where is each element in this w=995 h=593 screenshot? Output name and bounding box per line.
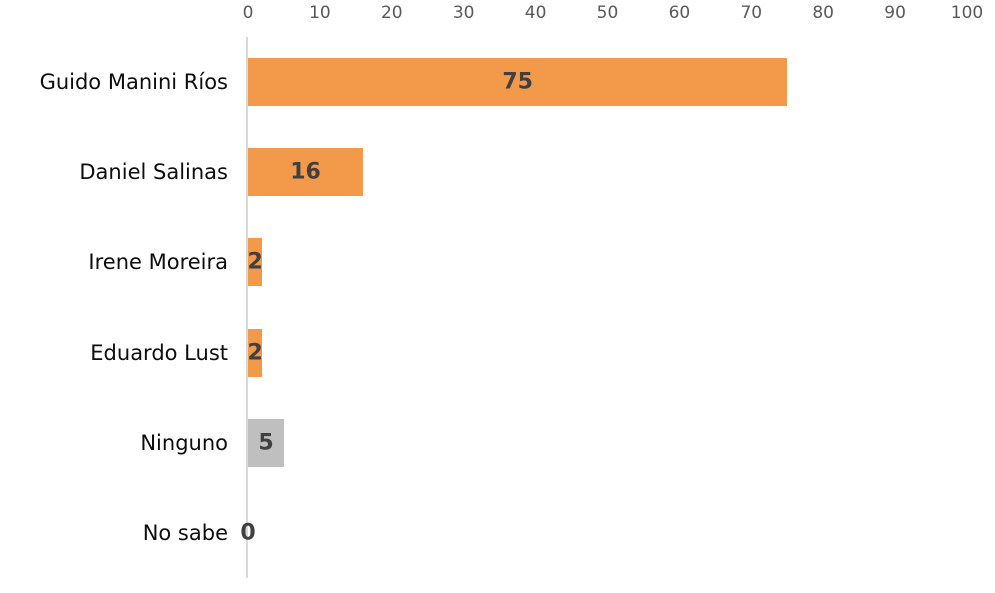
- value-label: 16: [290, 159, 321, 185]
- y-axis-line: [246, 37, 248, 578]
- bar-row: 0: [240, 488, 967, 578]
- x-axis-tick-label: 80: [812, 3, 835, 23]
- category-label: Irene Moreira: [88, 250, 228, 275]
- bar: [248, 148, 364, 197]
- plot-area: 75 16 2 2 5 0: [240, 37, 967, 578]
- value-label: 0: [240, 520, 256, 546]
- bar: [248, 328, 263, 377]
- x-axis-tick-label: 30: [452, 3, 475, 23]
- bar: [248, 418, 284, 467]
- x-axis-tick-label: 50: [596, 3, 619, 23]
- bar-row: 75: [248, 37, 967, 127]
- bar-row: 16: [248, 127, 967, 217]
- bar: [248, 238, 263, 287]
- x-axis-tick-label: 0: [242, 3, 254, 23]
- x-axis-tick-label: 10: [309, 3, 331, 23]
- x-axis-tick-label: 60: [668, 3, 691, 23]
- category-label: No sabe: [142, 520, 228, 545]
- category-label: Daniel Salinas: [79, 160, 228, 185]
- category-label: Ninguno: [140, 430, 228, 455]
- x-axis-tick-label: 100: [950, 3, 984, 23]
- x-axis-tick-label: 90: [884, 3, 906, 23]
- bar-row: 2: [248, 217, 967, 307]
- value-label: 5: [258, 430, 274, 456]
- bar-row: 2: [248, 308, 967, 398]
- value-label: 2: [247, 249, 263, 275]
- category-label: Guido Manini Ríos: [39, 70, 228, 95]
- category-label: Eduardo Lust: [90, 340, 228, 365]
- x-axis-tick-label: 20: [380, 3, 403, 23]
- bar: [248, 58, 788, 107]
- category-axis: Guido Manini Ríos Daniel Salinas Irene M…: [0, 37, 228, 578]
- value-label: 75: [502, 69, 533, 95]
- x-axis-tick-label: 70: [740, 3, 763, 23]
- value-label: 2: [247, 340, 263, 366]
- bar-row: 5: [248, 398, 967, 488]
- x-axis: 0 10 20 30 40 50 60 70 80 90 100: [243, 0, 984, 32]
- x-axis-tick-label: 40: [524, 3, 547, 23]
